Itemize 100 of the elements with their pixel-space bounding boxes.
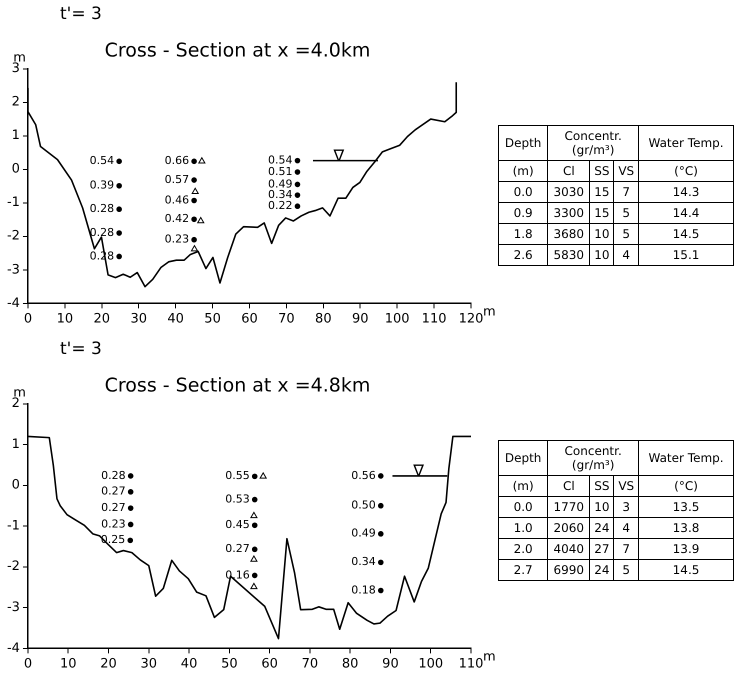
annotation: 0.51 (268, 164, 292, 178)
text: 14.5 (672, 227, 700, 241)
y-tick-label: 0 (12, 478, 20, 493)
text: 5 (622, 206, 630, 220)
text: 10 (594, 248, 610, 262)
x-tick-label: 100 (418, 656, 444, 672)
x-tick-label: 50 (221, 656, 238, 672)
annotation: 0.27 (101, 501, 126, 514)
annotation: 0.23 (101, 517, 126, 530)
x-tick-label: 0 (24, 656, 32, 672)
text: 2.7 (514, 563, 533, 577)
annotation: 0.34 (268, 188, 292, 202)
x-tick-label: 90 (352, 312, 369, 327)
category-label: SS (590, 160, 614, 182)
annotation: 0.49 (351, 526, 376, 540)
category-label: Cl (548, 160, 590, 182)
annotation: ∇ (332, 146, 344, 165)
text: 15.1 (672, 248, 700, 262)
x-tick-label: 0 (24, 312, 32, 327)
annotation: 0.54 (90, 154, 114, 168)
y-tick-label: -3 (6, 262, 20, 278)
x-tick-label: 20 (94, 312, 110, 327)
text: 5 (622, 227, 630, 241)
annotation: 0.28 (101, 468, 126, 482)
text: Concentr. (564, 444, 622, 458)
text: 5830 (554, 248, 584, 262)
annotation: 0.42 (164, 212, 190, 226)
text: 7 (622, 542, 630, 556)
annotation: 0.22 (268, 199, 292, 212)
annotation: 0.46 (164, 193, 190, 206)
text: 6990 (554, 563, 584, 577)
y-tick-label: -1 (6, 518, 20, 534)
annotation: 0.28 (90, 226, 114, 239)
text: 13.5 (672, 500, 700, 514)
annotation: 0.16 (225, 568, 250, 582)
text: 4040 (554, 542, 584, 556)
x-tick-label: 90 (382, 656, 399, 672)
text: 3030 (554, 185, 584, 199)
annotation: 0.27 (101, 484, 126, 498)
text: 14.5 (672, 563, 700, 577)
y-tick-label: 0 (12, 162, 20, 177)
text: 14.4 (672, 206, 700, 220)
text: Concentr. (564, 129, 622, 143)
x-tick-label: 30 (130, 312, 147, 327)
text: 0.0 (514, 185, 533, 199)
text: 3680 (554, 227, 584, 241)
chart-title: Cross - Section at x =4.0km (104, 39, 370, 62)
text: 2.6 (514, 248, 533, 262)
x-axis-title: m (483, 649, 496, 664)
text: 1.8 (514, 227, 533, 241)
category-label: SS (590, 476, 614, 496)
text: 14.3 (672, 185, 700, 199)
annotation: 0.27 (225, 542, 250, 556)
x-tick-label: 40 (180, 656, 198, 672)
y-tick-label: 2 (12, 94, 20, 110)
text: (°C) (638, 476, 734, 496)
text: 24 (594, 521, 610, 535)
annotation: 0.66 (164, 154, 190, 168)
text: 2060 (554, 521, 584, 535)
annotation: 0.56 (351, 468, 376, 482)
y-tick-label: -4 (6, 640, 20, 656)
x-tick-label: 20 (100, 656, 117, 672)
text: (gr/m³) (572, 458, 614, 472)
y-tick-label: -1 (6, 195, 20, 210)
text: (gr/m³) (572, 143, 614, 157)
text: 1770 (554, 500, 584, 514)
x-tick-label: 60 (261, 656, 278, 672)
text: 13.9 (672, 542, 700, 556)
annotation: 0.53 (225, 492, 250, 506)
category-label: VS (614, 160, 639, 182)
annotation: 0.54 (268, 153, 292, 166)
text: Depth (498, 126, 548, 160)
text: Depth (498, 440, 548, 476)
text: (m) (498, 160, 548, 182)
x-tick-label: 30 (140, 656, 158, 672)
text: 1.0 (514, 521, 533, 535)
annotation: 0.50 (351, 498, 376, 512)
text: 7 (622, 185, 630, 199)
x-tick-label: 70 (278, 312, 295, 327)
x-tick-label: 80 (342, 656, 358, 672)
annotation: 0.39 (90, 178, 114, 192)
y-tick-label: 1 (12, 436, 20, 452)
annotation: 0.45 (225, 518, 250, 532)
x-tick-label: 10 (60, 656, 77, 672)
text: 3 (622, 500, 630, 514)
x-tick-label: 100 (384, 312, 410, 327)
x-tick-label: 40 (167, 312, 184, 327)
text: 3300 (554, 206, 584, 220)
text: (m) (498, 476, 548, 496)
y-tick-label: -2 (6, 559, 20, 574)
text: (°C) (638, 160, 734, 182)
y-tick-label: -3 (6, 600, 20, 616)
x-axis-title: m (483, 304, 496, 320)
text: 10 (594, 500, 610, 514)
category-label: VS (614, 476, 639, 496)
y-tick-label: -2 (6, 228, 20, 244)
x-tick-label: 110 (458, 656, 484, 672)
x-tick-label: 70 (302, 656, 318, 672)
annotation: ∇ (412, 461, 424, 480)
annotation: 0.28 (90, 202, 114, 216)
